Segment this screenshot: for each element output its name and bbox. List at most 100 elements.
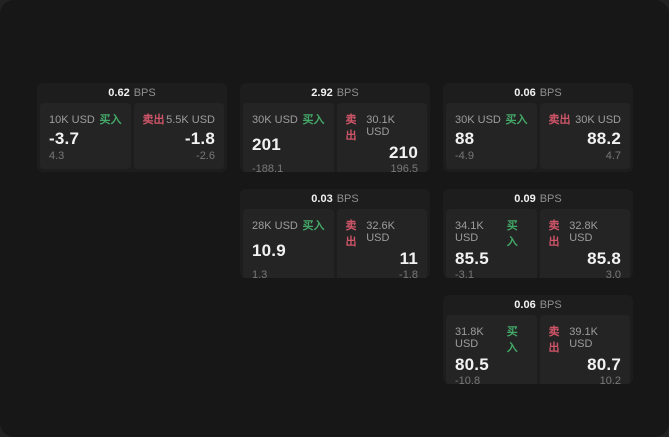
sell-size-label: 32.6K USD xyxy=(366,220,395,244)
buy-change-value: 1.3 xyxy=(252,269,268,278)
sell-price-value: 11 xyxy=(399,249,418,268)
spread-bps-value: 0.06 xyxy=(514,87,536,99)
sell-tile-top: 卖出 32.8K USD xyxy=(549,217,622,249)
bps-unit-label: BPS xyxy=(539,87,562,99)
quote-card: 0.62 BPS 10K USD 买入 -3.7 4.3 卖出 5.5K USD xyxy=(37,83,227,172)
sell-side-label: 卖出 xyxy=(345,114,357,142)
buy-tile[interactable]: 28K USD 买入 10.9 1.3 xyxy=(243,209,334,278)
bps-unit-label: BPS xyxy=(336,87,359,99)
buy-change-value: -3.1 xyxy=(455,269,474,278)
buy-side-label: 买入 xyxy=(506,220,518,248)
quote-card-body: 30K USD 买入 88 -4.9 卖出 30K USD 88.2 4.7 xyxy=(443,103,633,172)
quote-card-body: 28K USD 买入 10.9 1.3 卖出 32.6K USD 11 -1.8 xyxy=(240,209,430,278)
sell-tile-top: 卖出 5.5K USD xyxy=(143,111,216,127)
sell-change-value: 196.5 xyxy=(390,163,418,172)
sell-side-label: 卖出 xyxy=(142,114,165,126)
buy-change-value: -10.8 xyxy=(455,375,481,384)
sell-tile-top: 卖出 32.6K USD xyxy=(346,217,419,249)
buy-size-label: 30K USD xyxy=(252,114,298,126)
sell-price-value: -1.8 xyxy=(184,128,215,148)
spread-header: 0.09 BPS xyxy=(443,189,633,209)
sell-price-value: 85.8 xyxy=(587,249,621,268)
bps-unit-label: BPS xyxy=(133,87,156,99)
spread-bps-value: 0.09 xyxy=(514,193,536,205)
quote-card-body: 30K USD 买入 201 -188.1 卖出 30.1K USD 210 1… xyxy=(240,103,430,172)
quote-card: 0.06 BPS 31.8K USD 买入 80.5 -10.8 卖出 39.1… xyxy=(443,295,633,384)
spread-header: 0.06 BPS xyxy=(443,295,633,315)
spread-bps-value: 0.62 xyxy=(108,87,130,99)
sell-tile[interactable]: 卖出 32.8K USD 85.8 3.0 xyxy=(539,209,630,278)
buy-size-label: 34.1K USD xyxy=(455,220,484,244)
buy-change-value: -4.9 xyxy=(455,150,474,162)
sell-tile[interactable]: 卖出 5.5K USD -1.8 -2.6 xyxy=(133,103,224,169)
quote-card-body: 10K USD 买入 -3.7 4.3 卖出 5.5K USD -1.8 -2.… xyxy=(37,103,227,172)
buy-tile-top: 34.1K USD 买入 xyxy=(455,217,528,249)
buy-tile[interactable]: 31.8K USD 买入 80.5 -10.8 xyxy=(446,315,537,384)
sell-change-value: -1.8 xyxy=(399,269,418,278)
sell-side-label: 卖出 xyxy=(548,220,560,248)
spread-bps-value: 0.03 xyxy=(311,193,333,205)
sell-size-label: 30K USD xyxy=(575,114,621,126)
sell-size-label: 32.8K USD xyxy=(569,220,598,244)
buy-tile-top: 30K USD 买入 xyxy=(455,111,528,127)
buy-price-value: 80.5 xyxy=(455,355,489,374)
buy-change-value: -188.1 xyxy=(252,163,284,172)
buy-side-label: 买入 xyxy=(99,114,122,126)
sell-tile-top: 卖出 30K USD xyxy=(549,111,622,127)
buy-side-label: 买入 xyxy=(506,326,518,354)
spread-header: 0.03 BPS xyxy=(240,189,430,209)
sell-side-label: 卖出 xyxy=(548,326,560,354)
buy-price-value: 10.9 xyxy=(252,241,286,260)
sell-price-value: 80.7 xyxy=(587,355,621,374)
buy-tile-top: 30K USD 买入 xyxy=(252,111,325,127)
buy-side-label: 买入 xyxy=(505,114,528,126)
buy-size-label: 31.8K USD xyxy=(455,326,484,350)
sell-change-value: 10.2 xyxy=(599,375,621,384)
sell-side-label: 卖出 xyxy=(548,114,571,126)
spread-bps-value: 2.92 xyxy=(311,87,333,99)
sell-tile[interactable]: 卖出 30.1K USD 210 196.5 xyxy=(336,103,427,172)
sell-tile-top: 卖出 39.1K USD xyxy=(549,323,622,355)
spread-bps-value: 0.06 xyxy=(514,299,536,311)
sell-change-value: 4.7 xyxy=(605,150,621,162)
sell-tile-top: 卖出 30.1K USD xyxy=(346,111,419,143)
sell-size-label: 39.1K USD xyxy=(569,326,598,350)
bps-unit-label: BPS xyxy=(336,193,359,205)
quote-card-body: 31.8K USD 买入 80.5 -10.8 卖出 39.1K USD 80.… xyxy=(443,315,633,384)
sell-tile[interactable]: 卖出 32.6K USD 11 -1.8 xyxy=(336,209,427,278)
buy-size-label: 10K USD xyxy=(49,114,95,126)
buy-price-value: 88 xyxy=(455,128,475,148)
quote-card: 0.03 BPS 28K USD 买入 10.9 1.3 卖出 32.6K US… xyxy=(240,189,430,278)
sell-tile[interactable]: 卖出 39.1K USD 80.7 10.2 xyxy=(539,315,630,384)
bps-unit-label: BPS xyxy=(539,299,562,311)
buy-size-label: 30K USD xyxy=(455,114,501,126)
buy-price-value: -3.7 xyxy=(49,128,80,148)
sell-size-label: 5.5K USD xyxy=(166,114,215,126)
quote-card: 0.06 BPS 30K USD 买入 88 -4.9 卖出 30K USD xyxy=(443,83,633,172)
buy-side-label: 买入 xyxy=(302,114,325,126)
buy-size-label: 28K USD xyxy=(252,220,298,232)
spread-header: 0.62 BPS xyxy=(37,83,227,103)
buy-tile[interactable]: 30K USD 买入 88 -4.9 xyxy=(446,103,537,169)
sell-change-value: -2.6 xyxy=(196,150,215,162)
quote-card-body: 34.1K USD 买入 85.5 -3.1 卖出 32.8K USD 85.8… xyxy=(443,209,633,278)
buy-price-value: 85.5 xyxy=(455,249,489,268)
buy-side-label: 买入 xyxy=(302,220,325,232)
sell-change-value: 3.0 xyxy=(605,269,621,278)
sell-tile[interactable]: 卖出 30K USD 88.2 4.7 xyxy=(539,103,630,169)
sell-side-label: 卖出 xyxy=(345,220,357,248)
spread-header: 2.92 BPS xyxy=(240,83,430,103)
buy-tile[interactable]: 34.1K USD 买入 85.5 -3.1 xyxy=(446,209,537,278)
sell-price-value: 210 xyxy=(389,143,418,162)
sell-size-label: 30.1K USD xyxy=(366,114,395,138)
sell-price-value: 88.2 xyxy=(587,128,621,148)
buy-tile-top: 10K USD 买入 xyxy=(49,111,122,127)
buy-tile[interactable]: 30K USD 买入 201 -188.1 xyxy=(243,103,334,172)
buy-tile-top: 31.8K USD 买入 xyxy=(455,323,528,355)
quote-card: 0.09 BPS 34.1K USD 买入 85.5 -3.1 卖出 32.8K… xyxy=(443,189,633,278)
buy-price-value: 201 xyxy=(252,135,281,154)
buy-change-value: 4.3 xyxy=(49,150,65,162)
bps-unit-label: BPS xyxy=(539,193,562,205)
buy-tile[interactable]: 10K USD 买入 -3.7 4.3 xyxy=(40,103,131,169)
